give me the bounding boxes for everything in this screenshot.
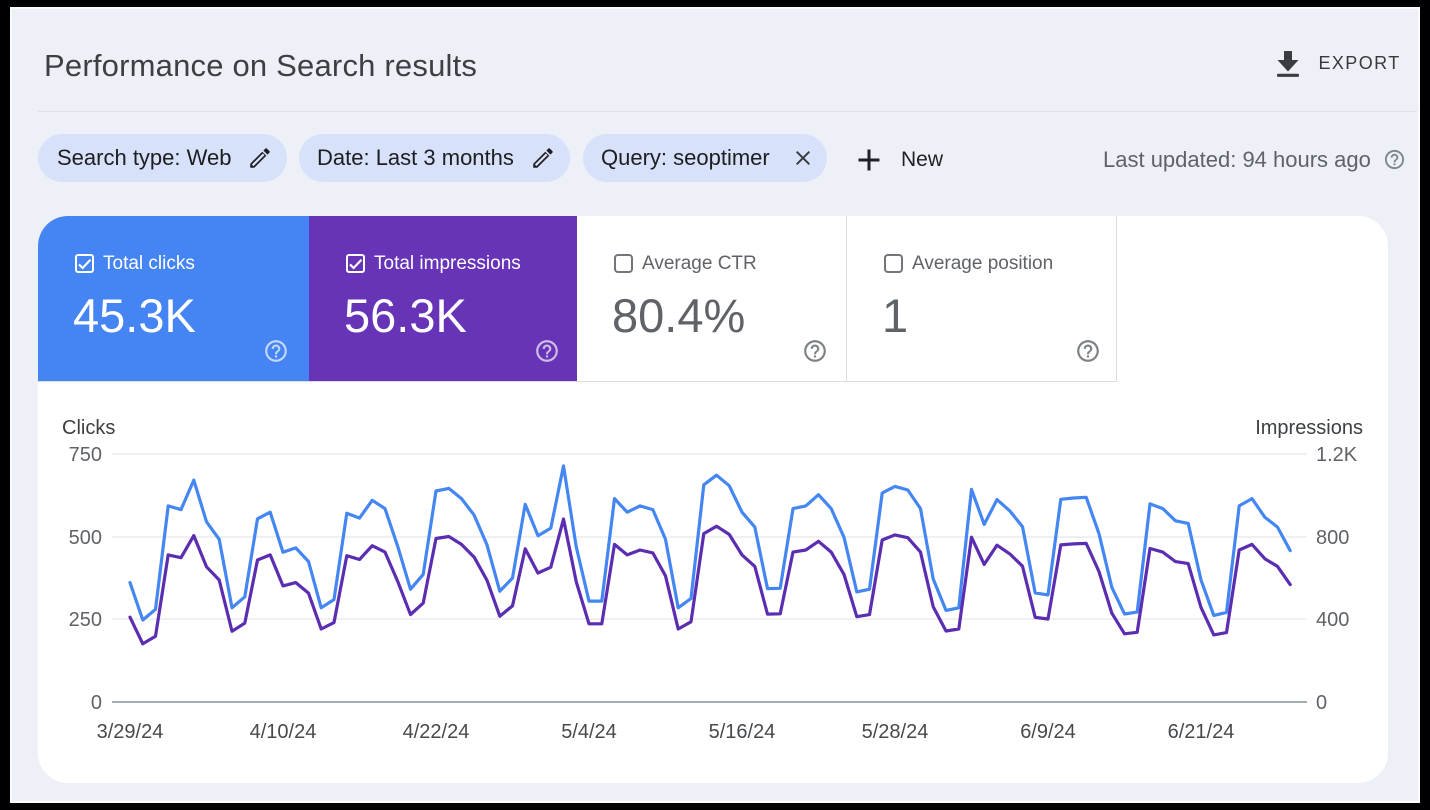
svg-text:Clicks: Clicks xyxy=(62,417,115,439)
svg-text:800: 800 xyxy=(1316,527,1349,549)
svg-text:Impressions: Impressions xyxy=(1255,417,1363,439)
svg-text:5/28/24: 5/28/24 xyxy=(862,721,929,743)
svg-text:5/4/24: 5/4/24 xyxy=(561,721,617,743)
svg-text:1.2K: 1.2K xyxy=(1316,444,1358,466)
svg-text:400: 400 xyxy=(1316,609,1349,631)
svg-text:6/9/24: 6/9/24 xyxy=(1020,721,1076,743)
svg-text:4/22/24: 4/22/24 xyxy=(403,721,470,743)
svg-text:6/21/24: 6/21/24 xyxy=(1168,721,1235,743)
svg-text:500: 500 xyxy=(69,527,102,549)
svg-text:0: 0 xyxy=(1316,692,1327,714)
svg-text:0: 0 xyxy=(91,692,102,714)
svg-text:250: 250 xyxy=(69,609,102,631)
svg-text:3/29/24: 3/29/24 xyxy=(97,721,164,743)
svg-text:4/10/24: 4/10/24 xyxy=(250,721,317,743)
svg-text:750: 750 xyxy=(69,444,102,466)
svg-text:5/16/24: 5/16/24 xyxy=(709,721,776,743)
